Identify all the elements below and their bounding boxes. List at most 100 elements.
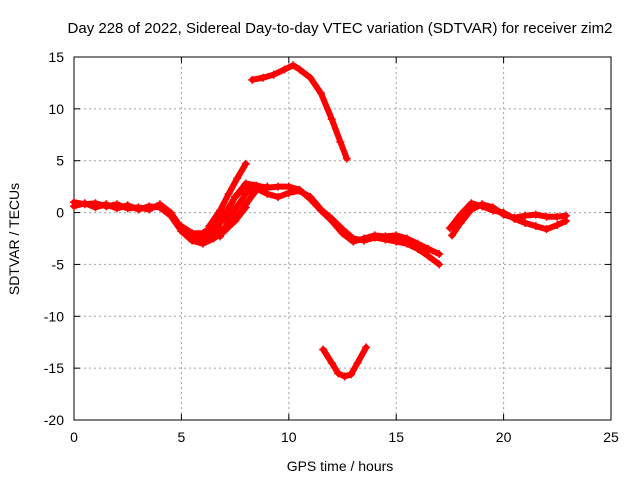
- series-sat-h: [319, 343, 371, 381]
- data-point: [424, 244, 433, 253]
- x-tick-label: 5: [178, 429, 186, 445]
- data-point: [250, 181, 259, 190]
- y-tick-label: 15: [48, 49, 64, 65]
- data-point: [280, 65, 289, 74]
- data-point: [306, 193, 315, 202]
- data-point: [80, 199, 89, 208]
- data-point: [91, 203, 100, 212]
- data-point: [145, 202, 154, 211]
- data-point: [177, 222, 186, 231]
- data-point: [478, 200, 487, 209]
- data-point: [347, 370, 356, 379]
- data-point: [413, 244, 422, 253]
- y-tick-label: 0: [56, 205, 64, 221]
- data-point: [269, 70, 278, 79]
- data-point: [209, 227, 218, 236]
- data-point: [216, 206, 225, 215]
- y-tick-label: -5: [52, 256, 65, 272]
- data-point: [456, 210, 465, 219]
- data-point: [198, 229, 207, 238]
- x-tick-label: 20: [496, 429, 512, 445]
- data-point: [205, 222, 214, 231]
- data-point: [542, 212, 551, 221]
- data-point: [445, 224, 454, 233]
- data-point: [553, 212, 562, 221]
- x-tick-label: 15: [388, 429, 404, 445]
- data-point: [349, 234, 358, 243]
- data-point: [155, 203, 164, 212]
- y-tick-label: -10: [44, 308, 64, 324]
- series-sat-g: [248, 61, 351, 163]
- series-sat-f: [216, 181, 259, 241]
- data-point: [327, 214, 336, 223]
- y-tick-label: -20: [44, 412, 64, 428]
- x-tick-label: 25: [603, 429, 619, 445]
- data-point: [448, 231, 457, 240]
- data-point: [233, 202, 242, 211]
- data-point: [188, 236, 197, 245]
- y-tick-label: -15: [44, 360, 64, 376]
- data-point: [259, 73, 268, 82]
- data-point: [531, 222, 540, 231]
- data-point: [553, 221, 562, 230]
- data-point: [220, 213, 229, 222]
- data-point: [241, 182, 250, 191]
- data-point: [166, 211, 175, 220]
- data-point: [542, 225, 551, 234]
- data-point: [112, 204, 121, 213]
- data-point: [284, 188, 293, 197]
- data-point: [198, 239, 207, 248]
- y-tick-label: 5: [56, 153, 64, 169]
- data-point: [359, 236, 368, 245]
- data-point: [561, 211, 570, 220]
- data-point: [123, 201, 132, 210]
- data-point: [392, 237, 401, 246]
- data-point: [353, 358, 362, 367]
- data-point: [521, 211, 530, 220]
- data-point: [456, 218, 465, 227]
- data-point: [233, 174, 242, 183]
- data-point: [521, 218, 530, 227]
- data-point: [336, 138, 345, 147]
- series-sat-j: [448, 200, 570, 240]
- data-point: [402, 239, 411, 248]
- data-point: [241, 200, 250, 209]
- data-point: [295, 186, 304, 195]
- series-line: [320, 344, 370, 380]
- data-point: [263, 189, 272, 198]
- data-point: [134, 205, 143, 214]
- data-point: [435, 250, 444, 259]
- data-point: [510, 213, 519, 222]
- x-tick-label: 10: [281, 429, 297, 445]
- data-point: [424, 252, 433, 261]
- x-axis-label: GPS time / hours: [287, 458, 394, 474]
- data-point: [274, 182, 283, 191]
- plot-frame: [73, 56, 612, 421]
- series-sat-e: [205, 159, 250, 231]
- data-point: [295, 65, 304, 74]
- x-tick-label: 0: [70, 429, 78, 445]
- data-point: [70, 202, 78, 211]
- data-point: [241, 189, 250, 198]
- data-point: [467, 205, 476, 214]
- data-point: [327, 358, 336, 367]
- data-point: [327, 115, 336, 124]
- data-point: [224, 216, 233, 225]
- data-point: [216, 232, 225, 241]
- data-point: [317, 205, 326, 214]
- data-series: [70, 61, 570, 381]
- data-point: [188, 229, 197, 238]
- data-point: [338, 225, 347, 234]
- data-point: [306, 73, 315, 82]
- data-point: [231, 193, 240, 202]
- data-point: [381, 235, 390, 244]
- data-point: [102, 200, 111, 209]
- chart-title: Day 228 of 2022, Sidereal Day-to-day VTE…: [68, 20, 613, 37]
- data-point: [274, 193, 283, 202]
- data-point: [435, 260, 444, 269]
- data-point: [248, 75, 257, 84]
- data-point: [224, 189, 233, 198]
- data-point: [334, 369, 343, 378]
- data-point: [370, 233, 379, 242]
